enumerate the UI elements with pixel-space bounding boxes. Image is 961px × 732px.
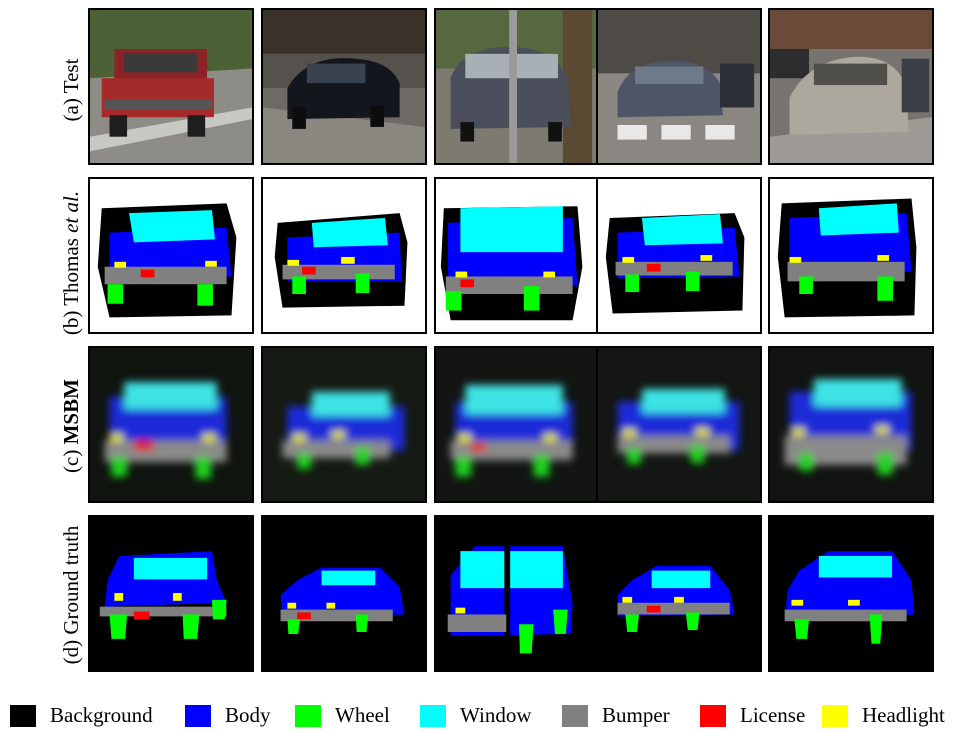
legend-label-license: License (740, 703, 806, 727)
row-label-ground-truth: (d) Ground truth (59, 525, 83, 665)
thomas-seg-4 (596, 177, 762, 334)
legend-swatch-body (185, 705, 211, 727)
row-label-thomas: (b) Thomas et al. (59, 190, 83, 336)
legend-swatch-bumper (562, 705, 588, 727)
legend-swatch-window (420, 705, 446, 727)
msbm-seg-2 (261, 346, 427, 503)
msbm-seg-4 (596, 346, 762, 503)
legend-swatch-wheel (295, 705, 321, 727)
ground-truth-5 (768, 515, 934, 672)
test-image-5 (768, 8, 934, 165)
thomas-seg-2 (261, 177, 427, 334)
row-label-test: (a) Test (59, 58, 83, 122)
legend-label-body: Body (225, 703, 271, 727)
ground-truth-3 (434, 515, 600, 672)
thomas-seg-5 (768, 177, 934, 334)
row-label-msbm: (c) MSBM (59, 379, 83, 473)
legend-swatch-license (700, 705, 726, 727)
thomas-seg-3 (434, 177, 600, 334)
test-image-4 (596, 8, 762, 165)
legend-swatch-headlight (822, 705, 848, 727)
legend-label-wheel: Wheel (335, 703, 390, 727)
ground-truth-2 (261, 515, 427, 672)
msbm-seg-3 (434, 346, 600, 503)
msbm-seg-5 (768, 346, 934, 503)
legend-label-window: Window (460, 703, 532, 727)
test-image-2 (261, 8, 427, 165)
legend-swatch-background (10, 705, 36, 727)
test-image-3 (434, 8, 600, 165)
legend-label-bumper: Bumper (602, 703, 670, 727)
msbm-seg-1 (88, 346, 254, 503)
test-image-1 (88, 8, 254, 165)
legend-label-background: Background (50, 703, 153, 727)
legend-label-headlight: Headlight (862, 703, 945, 727)
ground-truth-4 (596, 515, 762, 672)
ground-truth-1 (88, 515, 254, 672)
thomas-seg-1 (88, 177, 254, 334)
